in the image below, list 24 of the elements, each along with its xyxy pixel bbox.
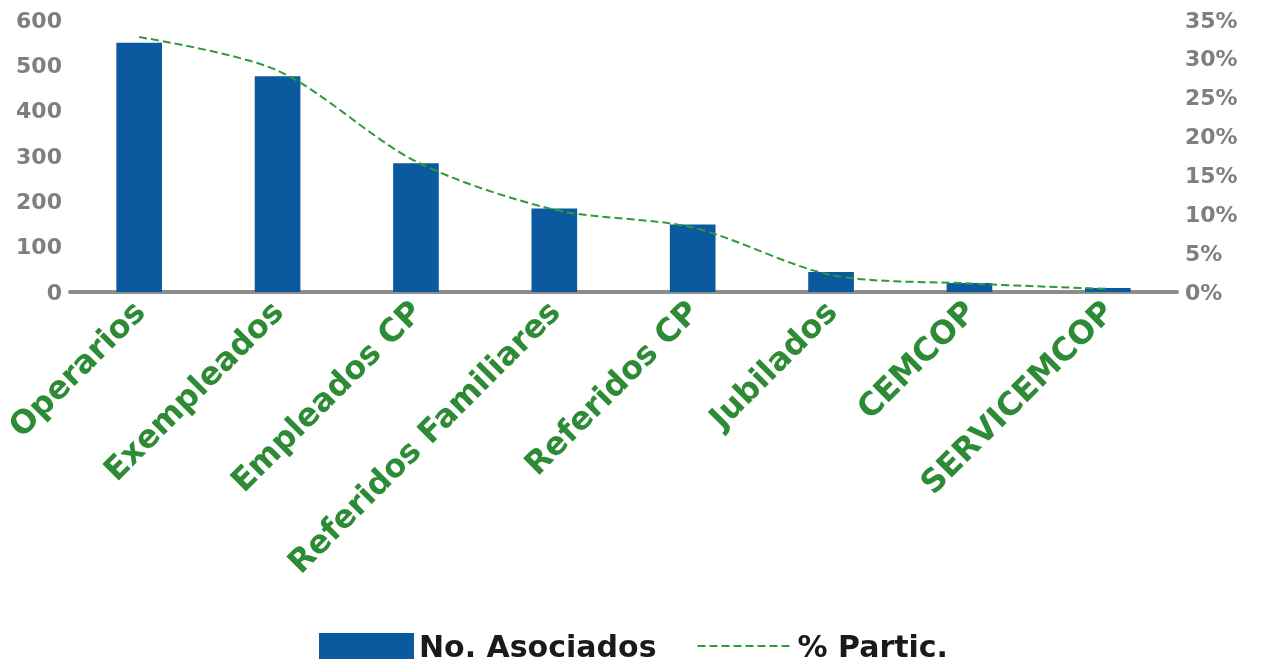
y-tick-label: 0 [46,279,62,305]
bar [808,272,854,292]
line-series [138,36,1109,290]
bar [669,224,716,292]
y-tick-label: 100 [16,234,62,260]
bar [393,163,439,292]
y-tick-label: 400 [16,98,62,124]
y2-tick-label: 20% [1185,124,1238,150]
y2-tick-label: 10% [1185,201,1238,227]
legend-label: No. Asociados [418,628,657,664]
y2-tick-label: 15% [1185,162,1238,188]
bar [116,42,163,292]
y-tick-label: 500 [16,52,62,78]
y2-tick-label: 30% [1185,46,1238,72]
bar [254,76,301,292]
y-tick-label: 200 [16,188,62,214]
y-tick-label: 300 [16,143,62,169]
y2-tick-label: 25% [1185,85,1238,111]
y2-tick-label: 5% [1185,240,1223,266]
y-tick-label: 600 [16,7,62,33]
y2-tick-label: 35% [1185,7,1238,33]
bar [531,208,578,292]
legend-label: % Partic. [797,628,949,664]
y2-tick-label: 0% [1185,279,1223,305]
